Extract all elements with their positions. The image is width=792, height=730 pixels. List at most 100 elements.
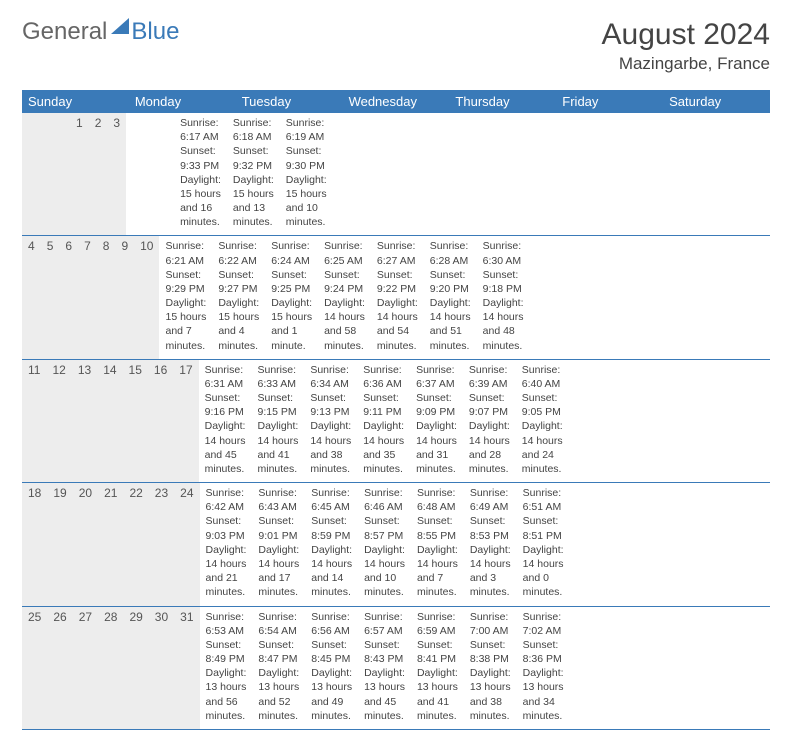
daylight-text: Daylight: 14 hours and 14 minutes.: [311, 543, 352, 600]
daylight-text: Daylight: 14 hours and 41 minutes.: [257, 419, 298, 476]
sunset-text: Sunset: 8:53 PM: [470, 514, 511, 542]
sunset-text: Sunset: 8:57 PM: [364, 514, 405, 542]
sunset-text: Sunset: 8:45 PM: [311, 638, 352, 666]
sunrise-text: Sunrise: 6:43 AM: [258, 486, 299, 514]
day-cell: Sunrise: 6:22 AMSunset: 9:27 PMDaylight:…: [212, 236, 265, 358]
sunrise-text: Sunrise: 6:49 AM: [470, 486, 511, 514]
daylight-text: Daylight: 15 hours and 4 minutes.: [218, 296, 259, 353]
day-number: 16: [148, 360, 173, 380]
daylight-text: Daylight: 14 hours and 3 minutes.: [470, 543, 511, 600]
sunset-text: Sunset: 9:25 PM: [271, 268, 312, 296]
sunrise-text: Sunrise: 6:56 AM: [311, 610, 352, 638]
sunrise-text: Sunrise: 6:48 AM: [417, 486, 458, 514]
week-body-row: Sunrise: 6:21 AMSunset: 9:29 PMDaylight:…: [159, 236, 529, 358]
day-cell: Sunrise: 6:27 AMSunset: 9:22 PMDaylight:…: [371, 236, 424, 358]
day-cell: Sunrise: 6:59 AMSunset: 8:41 PMDaylight:…: [411, 607, 464, 729]
day-cell: Sunrise: 7:00 AMSunset: 8:38 PMDaylight:…: [464, 607, 517, 729]
sunset-text: Sunset: 9:15 PM: [257, 391, 298, 419]
day-cell: [126, 113, 138, 235]
daynum-row: 45678910: [22, 236, 159, 358]
day-number: 13: [72, 360, 97, 380]
brand-part1: General: [22, 18, 107, 46]
daylight-text: Daylight: 15 hours and 13 minutes.: [233, 173, 274, 230]
daylight-text: Daylight: 14 hours and 7 minutes.: [417, 543, 458, 600]
day-number: 22: [123, 483, 148, 503]
day-cell: Sunrise: 6:17 AMSunset: 9:33 PMDaylight:…: [174, 113, 227, 235]
calendar: Sunday Monday Tuesday Wednesday Thursday…: [22, 90, 770, 730]
daylight-text: Daylight: 14 hours and 48 minutes.: [483, 296, 524, 353]
day-number: 25: [22, 607, 47, 627]
day-number: 29: [123, 607, 148, 627]
day-number: 8: [97, 236, 116, 256]
triangle-icon: [111, 18, 129, 34]
day-cell: Sunrise: 6:25 AMSunset: 9:24 PMDaylight:…: [318, 236, 371, 358]
day-number: 19: [47, 483, 72, 503]
sunrise-text: Sunrise: 6:40 AM: [522, 363, 563, 391]
sunset-text: Sunset: 8:41 PM: [417, 638, 458, 666]
day-cell: Sunrise: 6:39 AMSunset: 9:07 PMDaylight:…: [463, 360, 516, 482]
brand-part2: Blue: [131, 18, 179, 46]
daynum-row: 18192021222324: [22, 483, 200, 605]
day-cell: Sunrise: 6:49 AMSunset: 8:53 PMDaylight:…: [464, 483, 517, 605]
sunrise-text: Sunrise: 6:45 AM: [311, 486, 352, 514]
sunrise-text: Sunrise: 6:46 AM: [364, 486, 405, 514]
day-number: 10: [134, 236, 159, 256]
sunset-text: Sunset: 9:16 PM: [205, 391, 246, 419]
day-cell: Sunrise: 6:24 AMSunset: 9:25 PMDaylight:…: [265, 236, 318, 358]
day-cell: [162, 113, 174, 235]
sunrise-text: Sunrise: 6:59 AM: [417, 610, 458, 638]
daylight-text: Daylight: 14 hours and 54 minutes.: [377, 296, 418, 353]
day-label: Wednesday: [343, 90, 450, 113]
day-number: 18: [22, 483, 47, 503]
sunset-text: Sunset: 9:30 PM: [286, 144, 327, 172]
daylight-text: Daylight: 14 hours and 17 minutes.: [258, 543, 299, 600]
daylight-text: Daylight: 14 hours and 10 minutes.: [364, 543, 405, 600]
day-number: [22, 113, 34, 133]
sunset-text: Sunset: 8:36 PM: [523, 638, 564, 666]
day-cell: Sunrise: 6:34 AMSunset: 9:13 PMDaylight:…: [304, 360, 357, 482]
daylight-text: Daylight: 14 hours and 28 minutes.: [469, 419, 510, 476]
day-cell: Sunrise: 6:56 AMSunset: 8:45 PMDaylight:…: [305, 607, 358, 729]
day-cell: Sunrise: 7:02 AMSunset: 8:36 PMDaylight:…: [517, 607, 570, 729]
sunset-text: Sunset: 9:07 PM: [469, 391, 510, 419]
sunrise-text: Sunrise: 6:37 AM: [416, 363, 457, 391]
sunset-text: Sunset: 9:03 PM: [206, 514, 247, 542]
day-cell: Sunrise: 6:40 AMSunset: 9:05 PMDaylight:…: [516, 360, 569, 482]
day-label: Saturday: [663, 90, 770, 113]
week-body-row: Sunrise: 6:53 AMSunset: 8:49 PMDaylight:…: [200, 607, 570, 729]
sunset-text: Sunset: 8:47 PM: [258, 638, 299, 666]
day-number: 24: [174, 483, 199, 503]
day-header-row: Sunday Monday Tuesday Wednesday Thursday…: [22, 90, 770, 113]
day-number: 17: [173, 360, 198, 380]
day-cell: Sunrise: 6:42 AMSunset: 9:03 PMDaylight:…: [200, 483, 253, 605]
day-cell: Sunrise: 6:43 AMSunset: 9:01 PMDaylight:…: [252, 483, 305, 605]
day-cell: Sunrise: 6:53 AMSunset: 8:49 PMDaylight:…: [200, 607, 253, 729]
sunrise-text: Sunrise: 6:22 AM: [218, 239, 259, 267]
sunset-text: Sunset: 9:33 PM: [180, 144, 221, 172]
sunset-text: Sunset: 8:43 PM: [364, 638, 405, 666]
day-label: Friday: [556, 90, 663, 113]
day-number: 15: [123, 360, 148, 380]
day-number: 6: [59, 236, 78, 256]
daylight-text: Daylight: 15 hours and 10 minutes.: [286, 173, 327, 230]
day-cell: Sunrise: 6:19 AMSunset: 9:30 PMDaylight:…: [280, 113, 333, 235]
daylight-text: Daylight: 13 hours and 45 minutes.: [364, 666, 405, 723]
day-number: 23: [149, 483, 174, 503]
day-number: 27: [73, 607, 98, 627]
day-number: 30: [149, 607, 174, 627]
week-row: 123Sunrise: 6:17 AMSunset: 9:33 PMDaylig…: [22, 113, 770, 236]
daylight-text: Daylight: 14 hours and 35 minutes.: [363, 419, 404, 476]
day-number: 12: [46, 360, 71, 380]
sunrise-text: Sunrise: 7:00 AM: [470, 610, 511, 638]
day-number: 1: [70, 113, 89, 133]
day-cell: Sunrise: 6:18 AMSunset: 9:32 PMDaylight:…: [227, 113, 280, 235]
day-cell: Sunrise: 6:51 AMSunset: 8:51 PMDaylight:…: [517, 483, 570, 605]
page-header: General Blue August 2024 Mazingarbe, Fra…: [22, 18, 770, 74]
daylight-text: Daylight: 14 hours and 58 minutes.: [324, 296, 365, 353]
day-cell: Sunrise: 6:36 AMSunset: 9:11 PMDaylight:…: [357, 360, 410, 482]
sunrise-text: Sunrise: 6:42 AM: [206, 486, 247, 514]
day-number: 28: [98, 607, 123, 627]
daylight-text: Daylight: 15 hours and 1 minute.: [271, 296, 312, 353]
daylight-text: Daylight: 13 hours and 38 minutes.: [470, 666, 511, 723]
sunset-text: Sunset: 9:32 PM: [233, 144, 274, 172]
